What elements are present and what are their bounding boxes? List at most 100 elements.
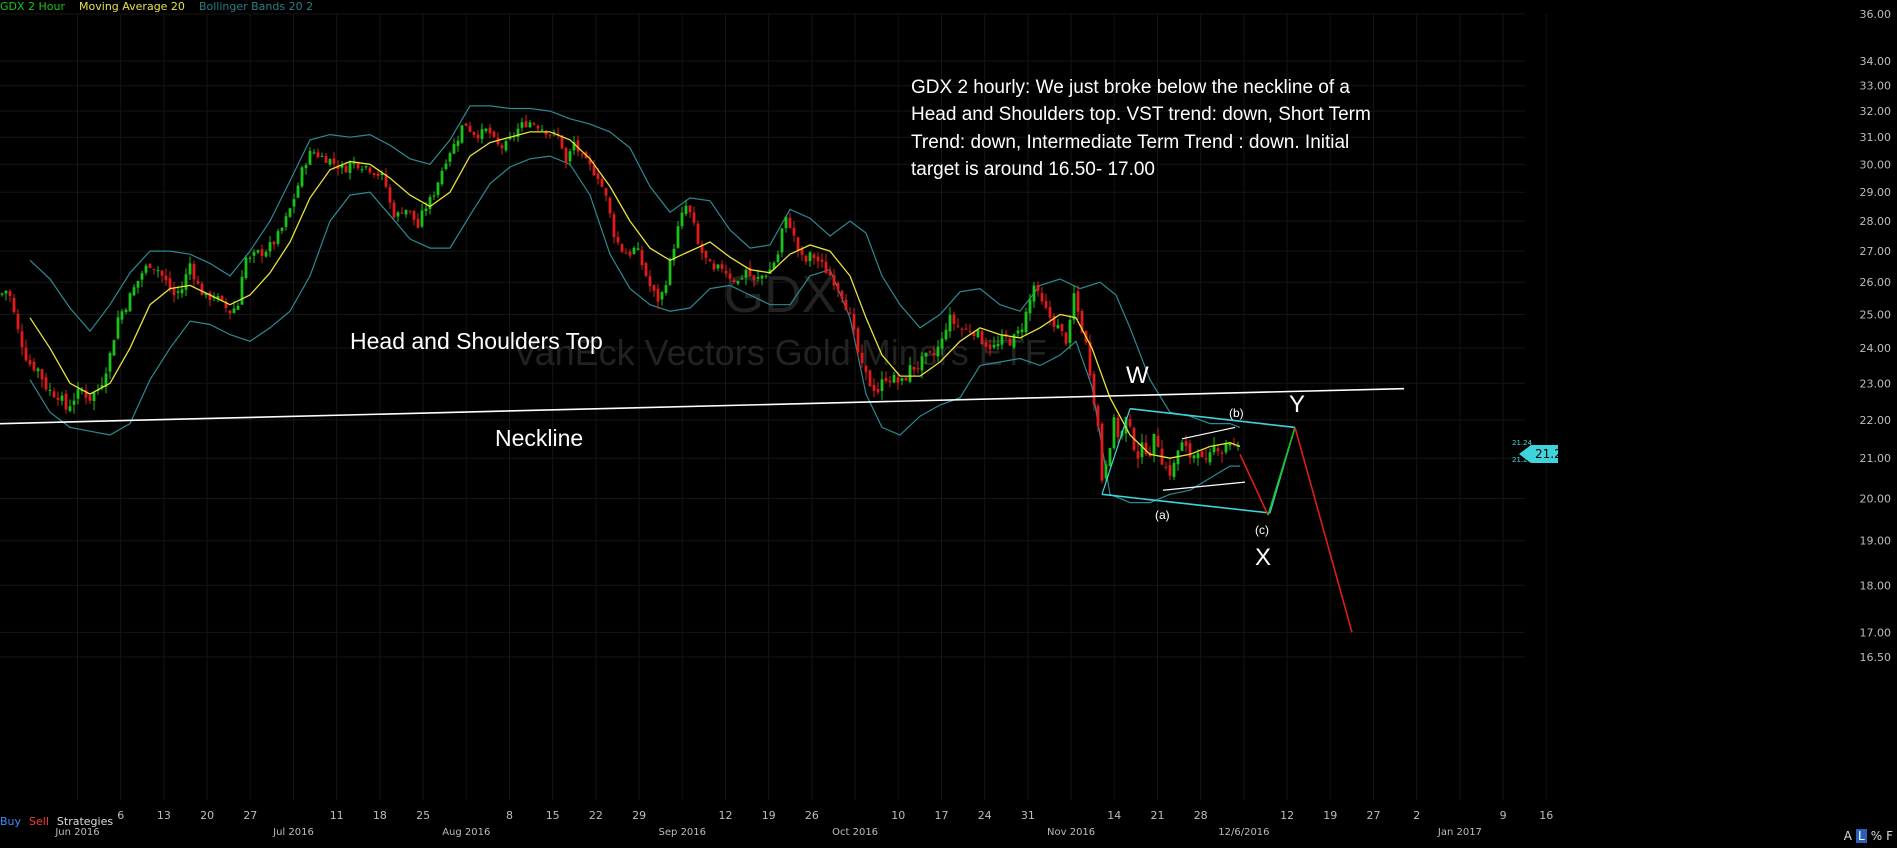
trade-bar: Buy Sell Strategies [0,815,113,828]
x-tick-label: 22 [589,809,603,822]
candle [856,326,860,358]
candle-body [28,360,32,365]
candle [1056,319,1060,329]
candle-body [276,231,280,244]
candle [1112,413,1116,450]
candle-body [40,369,44,380]
candle [28,354,32,367]
candle-body [460,125,464,143]
candle-body [956,325,960,327]
candle-body [984,342,988,347]
channel-left-edge [1101,408,1131,495]
candle [732,277,736,285]
candle [672,243,676,266]
x-tick-label: 2 [1413,809,1420,822]
candle-body [436,182,440,195]
candle [816,252,820,269]
candle-body [720,264,724,269]
candle-body [952,314,956,324]
candle [684,199,688,217]
candle [1144,434,1148,457]
candle [484,127,488,134]
x-tick-label: 29 [632,809,646,822]
projection-down-1 [1239,453,1269,516]
candle-body [112,340,116,356]
candle [760,274,764,286]
commentary-line-2: Head and Shoulders top. VST trend: down,… [911,104,1371,125]
candle-body [444,163,448,169]
wave-y-label: Y [1289,391,1305,418]
candle-body [892,374,896,383]
candle [932,345,936,362]
candle-body [864,365,868,372]
candle-body [428,197,432,209]
candle-body [812,254,816,259]
candle-body [508,136,512,140]
candle [468,121,472,133]
sell-button[interactable]: Sell [29,815,49,828]
candle-body [604,188,608,196]
candle-body [552,132,556,134]
candle [216,293,220,303]
candle-body [700,244,704,253]
candle-body [492,131,496,137]
candle-body [344,165,348,173]
candle-body [480,129,484,140]
x-tick-label: 13 [157,809,171,822]
fit-toggle[interactable]: F [1886,829,1893,843]
candle [516,123,520,142]
candle-body [976,329,980,338]
candle [372,172,376,178]
x-tick-label: 20 [200,809,214,822]
candle [1064,331,1068,346]
bollinger-indicator[interactable]: Bollinger Bands 20 2 [198,0,314,13]
moving-average-indicator[interactable]: Moving Average 20 [79,0,185,13]
candle-body [524,121,528,127]
candle [324,152,328,163]
log-scale-toggle[interactable]: L [1856,829,1867,843]
strategies-button[interactable]: Strategies [56,815,114,828]
candle [1060,323,1064,337]
candle-body [324,155,328,163]
percent-scale-toggle[interactable]: % [1870,829,1883,843]
candle [1016,326,1020,338]
candle [1076,285,1080,320]
candle [4,290,8,301]
candle-body [656,288,660,302]
candle [264,249,268,258]
candle-body [204,293,208,296]
candle-body [544,130,548,135]
candle-body [500,145,504,149]
candle [576,135,580,157]
candle [648,270,652,293]
time-axis[interactable]: Jun 2016 6 13 20 27 Jul 2016 11 18 25 Aug 2016 8 15… [54,809,1553,838]
candle [660,290,664,306]
auto-scale-toggle[interactable]: A [1843,829,1852,843]
candle-body [816,256,820,262]
candle [1032,281,1036,308]
symbol-indicator[interactable]: GDX 2 Hour [0,0,66,13]
candle [680,206,684,230]
candle [20,323,24,356]
candle-body [392,202,396,218]
candle-body [448,153,452,162]
candle-body [1136,451,1140,459]
candle [412,210,416,226]
candle-body [1164,466,1168,468]
candle [328,158,332,167]
price-axis[interactable]: 16.50 17.00 18.00 19.00 20.00 21.00 22.00 23.00… [1860,8,1892,664]
candle-body [1100,423,1104,481]
x-tick-label: 24 [978,809,992,822]
candle-body [968,330,972,332]
projection-down-2 [1294,427,1353,633]
candle-body [636,248,640,250]
inner-upper-line [1181,426,1236,440]
candle-body [1060,323,1064,332]
x-tick-label: 26 [805,809,819,822]
candle [472,131,476,139]
candle-body [16,313,20,330]
buy-button[interactable]: Buy [0,815,22,828]
candle [824,254,828,274]
candle-body [716,264,720,269]
